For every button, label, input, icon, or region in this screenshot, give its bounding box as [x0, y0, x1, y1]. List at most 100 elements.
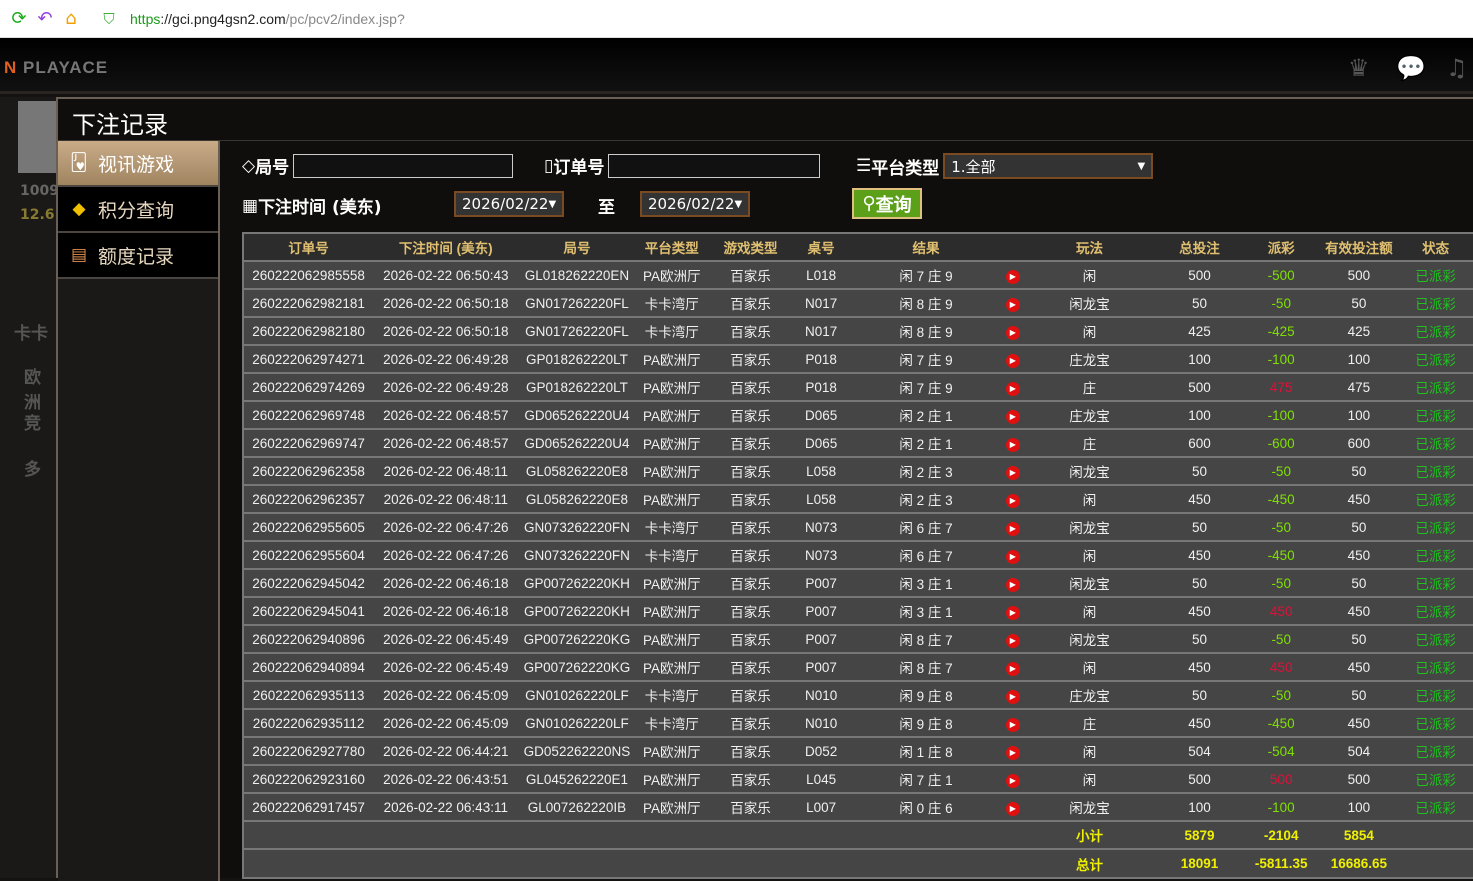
- order-id: 260222062955604: [244, 540, 374, 569]
- status: 已派彩: [1398, 260, 1473, 289]
- total-valid: 16686.65: [1319, 848, 1399, 877]
- round-input[interactable]: [293, 153, 514, 178]
- table-row: 260222062923160 2026-02-22 06:43:51 GL0452…: [244, 764, 1473, 793]
- table-id: N010: [792, 708, 850, 737]
- result: 闲 2 庄 3: [849, 456, 1003, 485]
- replay-button[interactable]: ▶: [1002, 652, 1023, 681]
- calendar-icon: ▦: [242, 195, 259, 216]
- valid-bet: 450: [1319, 652, 1399, 681]
- game-type: 百家乐: [708, 316, 793, 345]
- bet-type: 闲龙宝: [1022, 512, 1157, 541]
- valid-bet: 500: [1319, 260, 1399, 289]
- table-row: 260222062962358 2026-02-22 06:48:11 GL0582…: [244, 456, 1473, 485]
- replay-button[interactable]: ▶: [1002, 568, 1023, 597]
- menu-item-credit-records[interactable]: ▤ 额度记录: [58, 233, 218, 279]
- game-type: 百家乐: [708, 792, 793, 821]
- vip-icon[interactable]: ♛: [1348, 54, 1370, 82]
- replay-button[interactable]: ▶: [1002, 624, 1023, 653]
- valid-bet: 450: [1319, 708, 1399, 737]
- replay-button[interactable]: ▶: [1002, 540, 1023, 569]
- round-label: 局号: [255, 158, 290, 178]
- query-button[interactable]: ⚲ 查询: [852, 188, 922, 219]
- platform: PA欧洲厅: [635, 568, 709, 597]
- home-icon[interactable]: ⌂: [65, 8, 77, 29]
- table-row: 260222062969748 2026-02-22 06:48:57 GD0652…: [244, 400, 1473, 429]
- result: 闲 7 庄 9: [849, 260, 1003, 289]
- top-nav: N PLAYACE ♛ 💬 ♫: [0, 38, 1473, 94]
- menu-item-points[interactable]: ◆ 积分查询: [58, 187, 218, 233]
- query-label: 查询: [875, 194, 912, 216]
- total-bet: 50: [1156, 680, 1243, 709]
- bet-time: 2026-02-22 06:50:18: [373, 316, 519, 345]
- replay-button[interactable]: ▶: [1002, 764, 1023, 793]
- valid-bet: 450: [1319, 540, 1399, 569]
- table-row: 260222062982180 2026-02-22 06:50:18 GN0172…: [244, 316, 1473, 345]
- replay-button[interactable]: ▶: [1002, 372, 1023, 401]
- payout: -600: [1242, 428, 1320, 457]
- payout: -50: [1242, 288, 1320, 317]
- bet-type: 闲: [1022, 764, 1157, 793]
- round-id: GL058262220E8: [518, 484, 636, 513]
- filter-form: ◇ 局号 ▯ 订单号 ☰ 平台类型 1.全部 ▼ ▦ 下注时间 (美东) 2026/02/2…: [222, 141, 1473, 231]
- bet-type: 闲: [1022, 540, 1157, 569]
- replay-button[interactable]: ▶: [1002, 708, 1023, 737]
- valid-bet: 500: [1319, 764, 1399, 793]
- round-id: GL058262220E8: [518, 456, 636, 485]
- replay-button[interactable]: ▶: [1002, 512, 1023, 541]
- result: 闲 7 庄 9: [849, 372, 1003, 401]
- result: 闲 8 庄 9: [849, 316, 1003, 345]
- chat-icon[interactable]: 💬: [1396, 54, 1426, 82]
- game-type: 百家乐: [708, 372, 793, 401]
- replay-button[interactable]: ▶: [1002, 596, 1023, 625]
- back-icon[interactable]: ↶: [37, 8, 53, 29]
- replay-button[interactable]: ▶: [1002, 736, 1023, 765]
- total-bet: 18091: [1156, 848, 1243, 877]
- platform-select[interactable]: 1.全部 ▼: [943, 153, 1154, 179]
- payout: -50: [1242, 680, 1320, 709]
- column-header: 总投注: [1156, 234, 1243, 261]
- replay-button[interactable]: ▶: [1002, 428, 1023, 457]
- replay-button[interactable]: ▶: [1002, 344, 1023, 373]
- game-type: 百家乐: [708, 288, 793, 317]
- table-id: L018: [792, 260, 850, 289]
- table-id: P007: [792, 568, 850, 597]
- valid-bet: 50: [1319, 456, 1399, 485]
- platform: PA欧洲厅: [635, 624, 709, 653]
- music-icon[interactable]: ♫: [1446, 54, 1468, 82]
- round-id: GP007262220KH: [518, 596, 636, 625]
- table-row: 260222062955604 2026-02-22 06:47:26 GN0732…: [244, 540, 1473, 569]
- list-icon: ☰: [856, 156, 872, 176]
- menu-item-live-games[interactable]: 🂻 视讯游戏: [58, 141, 218, 187]
- date-from-select[interactable]: 2026/02/22 ▼: [454, 191, 564, 217]
- replay-button[interactable]: ▶: [1002, 484, 1023, 513]
- valid-bet: 50: [1319, 624, 1399, 653]
- total-bet: 50: [1156, 512, 1243, 541]
- subtotal-payout: -2104: [1242, 820, 1320, 849]
- replay-button[interactable]: ▶: [1002, 260, 1023, 289]
- round-id: GD065262220U4: [518, 428, 636, 457]
- round-id: GL018262220EN: [518, 260, 636, 289]
- payout: -50: [1242, 456, 1320, 485]
- table-row: 260222062927780 2026-02-22 06:44:21 GD0522…: [244, 736, 1473, 765]
- platform: PA欧洲厅: [635, 484, 709, 513]
- replay-button[interactable]: ▶: [1002, 400, 1023, 429]
- play-icon: ▶: [1005, 577, 1020, 592]
- user-id: 1009: [20, 183, 59, 199]
- payout: -504: [1242, 736, 1320, 765]
- total-bet: 500: [1156, 372, 1243, 401]
- bet-type: 闲: [1022, 596, 1157, 625]
- replay-button[interactable]: ▶: [1002, 680, 1023, 709]
- platform: PA欧洲厅: [635, 764, 709, 793]
- bet-time: 2026-02-22 06:45:49: [373, 624, 519, 653]
- date-to-select[interactable]: 2026/02/22 ▼: [640, 191, 750, 217]
- replay-button[interactable]: ▶: [1002, 288, 1023, 317]
- replay-button[interactable]: ▶: [1002, 456, 1023, 485]
- bet-time: 2026-02-22 06:43:11: [373, 792, 519, 821]
- reload-icon[interactable]: ⟳: [11, 8, 27, 29]
- replay-button[interactable]: ▶: [1002, 792, 1023, 821]
- valid-bet: 425: [1319, 316, 1399, 345]
- address-bar[interactable]: https://gci.png4gsn2.com/pc/pcv2/index.j…: [130, 11, 405, 27]
- result: 闲 0 庄 6: [849, 792, 1003, 821]
- order-input[interactable]: [608, 153, 821, 178]
- replay-button[interactable]: ▶: [1002, 316, 1023, 345]
